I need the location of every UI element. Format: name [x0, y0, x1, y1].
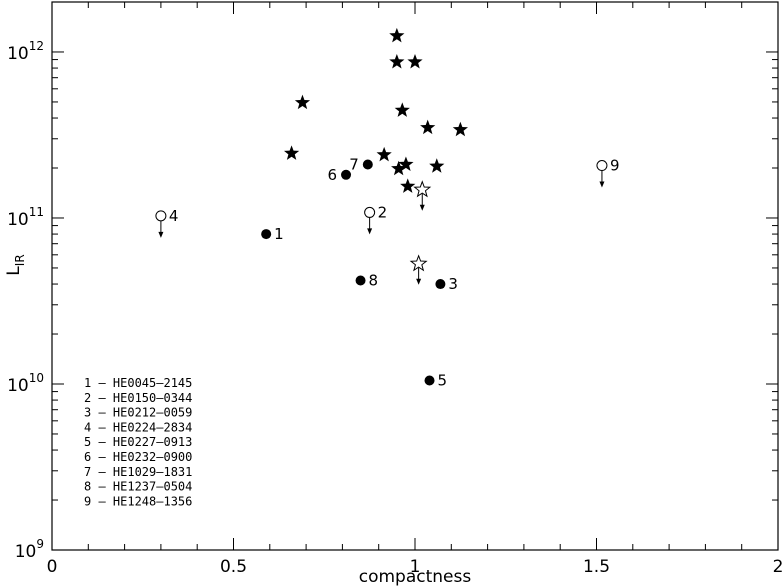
filled-star-point: [407, 54, 423, 69]
filled-circle-point: [362, 159, 373, 170]
legend-entry: 9 – HE1248–1356: [84, 494, 192, 508]
filled-star-point: [283, 145, 300, 160]
point-label: 8: [369, 272, 379, 290]
upper-limit-arrow-head: [419, 204, 425, 211]
x-axis-title: compactness: [359, 567, 472, 587]
filled-star-point: [391, 160, 407, 176]
y-tick-label: 1012: [7, 39, 44, 64]
legend-entry: 7 – HE1029–1831: [84, 465, 192, 479]
y-tick-label-exponent: 11: [29, 205, 44, 219]
filled-star-point: [376, 146, 392, 162]
upper-limit-arrow-head: [416, 278, 422, 285]
y-axis-title-sub: IR: [13, 254, 27, 266]
upper-limit-arrow-head: [599, 181, 605, 188]
point-label: 9: [610, 157, 620, 175]
open-star-point: [409, 254, 428, 272]
legend-entry: 2 – HE0150–0344: [84, 391, 192, 405]
open-star-point: [413, 180, 432, 198]
open-circle-point: [155, 210, 167, 222]
y-tick-label: 1011: [7, 205, 44, 230]
filled-circle-point: [341, 169, 352, 180]
x-tick-label: 0.5: [220, 557, 247, 577]
filled-star-point: [420, 119, 436, 135]
svg-text:LIR: LIR: [4, 254, 27, 275]
point-label: 2: [378, 203, 388, 221]
upper-limit-arrow-head: [158, 231, 164, 238]
legend-entry: 3 – HE0212–0059: [84, 406, 192, 420]
filled-circle-point: [435, 279, 446, 290]
filled-star-point: [429, 158, 445, 173]
axis-ticks: [51, 1, 779, 551]
open-circle-point: [596, 160, 608, 172]
y-tick-label-base: 10: [7, 210, 29, 230]
filled-star-point: [294, 94, 311, 110]
y-tick-label-exponent: 12: [29, 39, 44, 53]
legend-entry: 8 – HE1237–0504: [84, 480, 192, 494]
y-tick-label-base: 10: [7, 376, 29, 396]
filled-star-point: [394, 102, 410, 117]
y-tick-label: 1010: [7, 371, 44, 396]
filled-circle-point: [261, 229, 272, 240]
filled-star-point: [400, 178, 416, 193]
point-label: 4: [169, 207, 179, 225]
y-tick-label-base: 10: [15, 542, 37, 562]
filled-star-point: [389, 27, 405, 43]
legend-entry: 6 – HE0232–0900: [84, 450, 192, 464]
legend-entry: 4 – HE0224–2834: [84, 420, 192, 434]
y-axis-title-main: L: [4, 266, 24, 276]
filled-star-point: [398, 156, 414, 171]
point-label: 7: [349, 155, 359, 173]
point-label: 1: [274, 225, 284, 243]
open-circle-point: [364, 206, 376, 218]
x-tick-label: 1: [410, 557, 421, 577]
point-label: 3: [448, 275, 458, 293]
y-axis-title: LIR: [4, 254, 27, 275]
legend-entry: 1 – HE0045–2145: [84, 376, 192, 390]
point-label: 6: [327, 166, 337, 184]
filled-circle-point: [424, 375, 435, 386]
filled-star-point: [452, 121, 468, 137]
y-tick-label-exponent: 9: [36, 537, 44, 551]
x-tick-label: 1.5: [583, 557, 610, 577]
y-tick-label-exponent: 10: [29, 371, 44, 385]
upper-limit-arrow-head: [367, 228, 373, 235]
x-tick-label: 2: [773, 557, 784, 577]
y-tick-label: 109: [15, 537, 44, 562]
x-tick-label: 0: [47, 557, 58, 577]
legend-entry: 5 – HE0227–0913: [84, 435, 192, 449]
y-tick-label-base: 10: [7, 44, 29, 64]
filled-star-point: [389, 54, 405, 69]
filled-circle-point: [355, 275, 366, 286]
data-points: 1 3 5 67 8 2 4 9: [155, 27, 620, 389]
point-label: 5: [438, 371, 448, 389]
